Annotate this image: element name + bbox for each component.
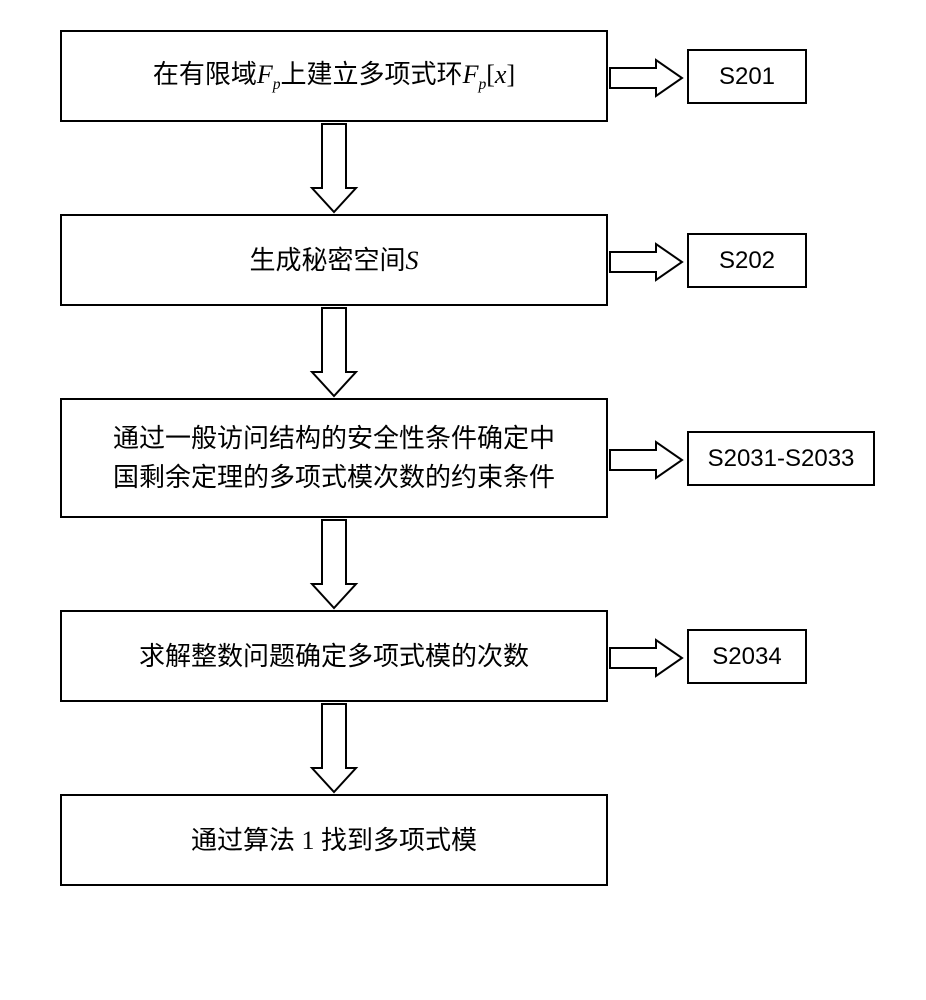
step-5-text: 通过算法 1 找到多项式模 — [191, 821, 477, 860]
arrow-down-2 — [312, 306, 356, 398]
step-4-box: 求解整数问题确定多项式模的次数 — [60, 610, 608, 702]
step-4-label: S2034 — [687, 629, 807, 684]
arrow-down-3 — [312, 518, 356, 610]
step-1-label: S201 — [687, 49, 807, 104]
arrow-down-1 — [312, 122, 356, 214]
step-5-box: 通过算法 1 找到多项式模 — [60, 794, 608, 886]
connector-right-4 — [608, 638, 688, 678]
step-3-box: 通过一般访问结构的安全性条件确定中 国剩余定理的多项式模次数的约束条件 — [60, 398, 608, 518]
step-4-text: 求解整数问题确定多项式模的次数 — [139, 637, 529, 676]
step-3-label: S2031-S2033 — [687, 431, 875, 486]
step-2-label: S202 — [687, 233, 807, 288]
step-2-text: 生成秘密空间S — [249, 241, 418, 280]
connector-right-2 — [608, 242, 688, 282]
step-1-text: 在有限域Fp上建立多项式环Fp[x] — [153, 55, 515, 97]
connector-right-3 — [608, 440, 688, 480]
connector-right-1 — [608, 58, 688, 98]
step-3-text: 通过一般访问结构的安全性条件确定中 国剩余定理的多项式模次数的约束条件 — [113, 419, 555, 497]
arrow-down-4 — [312, 702, 356, 794]
step-2-box: 生成秘密空间S — [60, 214, 608, 306]
step-1-box: 在有限域Fp上建立多项式环Fp[x] — [60, 30, 608, 122]
flowchart-canvas: 在有限域Fp上建立多项式环Fp[x] S201 生成秘密空间S S202 通过一… — [0, 0, 926, 1000]
